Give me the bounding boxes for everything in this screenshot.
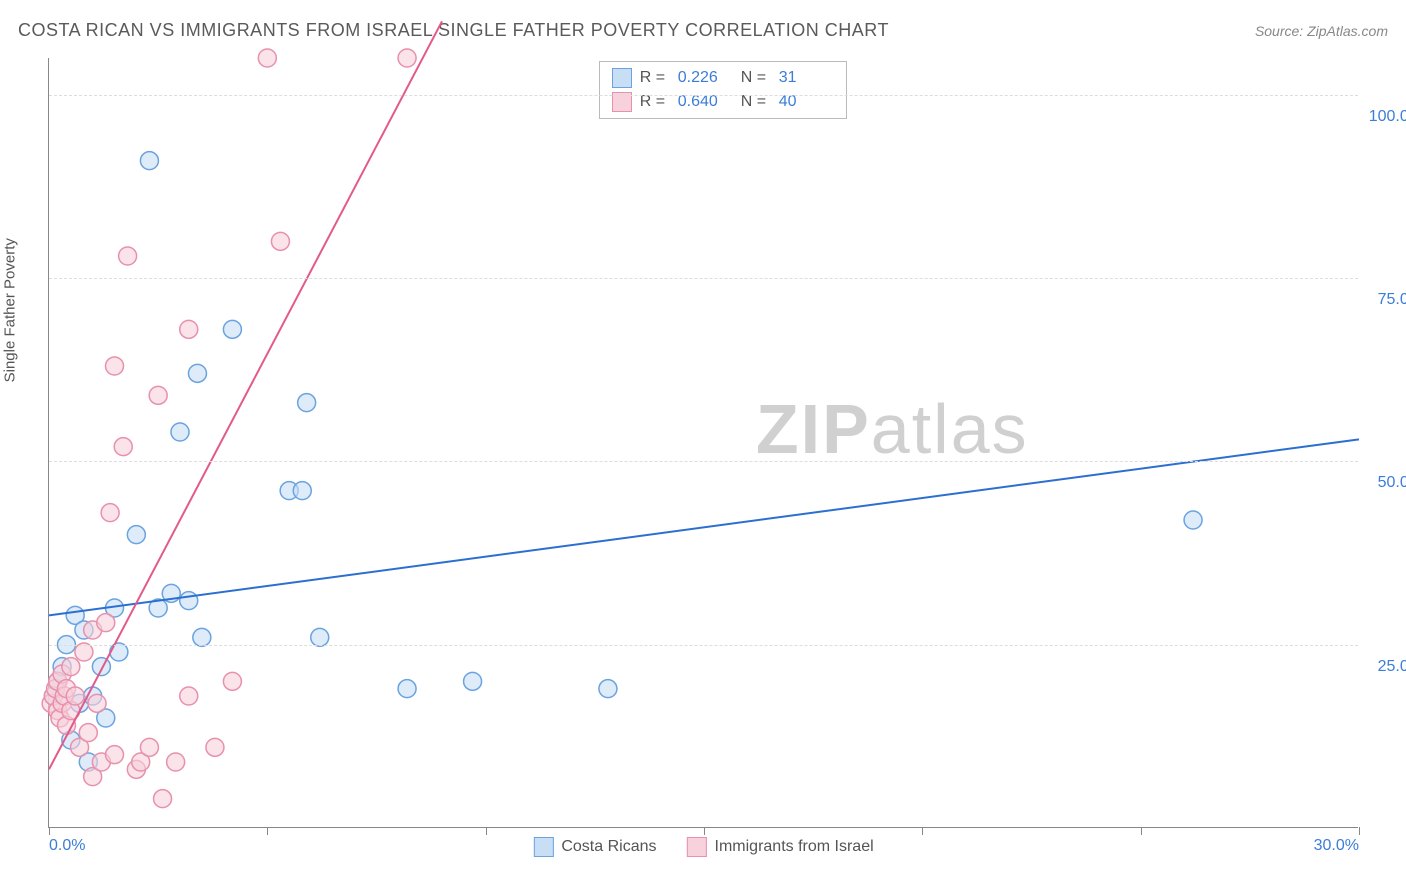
data-point bbox=[398, 680, 416, 698]
data-point bbox=[167, 753, 185, 771]
data-point bbox=[114, 438, 132, 456]
data-point bbox=[311, 628, 329, 646]
legend-label: Immigrants from Israel bbox=[715, 838, 874, 856]
data-point bbox=[106, 357, 124, 375]
chart-header: COSTA RICAN VS IMMIGRANTS FROM ISRAEL SI… bbox=[18, 20, 1388, 41]
data-point bbox=[193, 628, 211, 646]
data-point bbox=[258, 49, 276, 67]
data-point bbox=[180, 592, 198, 610]
x-tick bbox=[486, 827, 487, 835]
data-point bbox=[180, 687, 198, 705]
gridline bbox=[49, 461, 1358, 462]
y-tick-label: 25.0% bbox=[1378, 658, 1406, 676]
data-point bbox=[154, 790, 172, 808]
data-point bbox=[298, 394, 316, 412]
chart-title: COSTA RICAN VS IMMIGRANTS FROM ISRAEL SI… bbox=[18, 20, 889, 41]
data-point bbox=[79, 724, 97, 742]
data-point bbox=[92, 658, 110, 676]
data-point bbox=[206, 738, 224, 756]
data-point bbox=[1184, 511, 1202, 529]
legend-item: Immigrants from Israel bbox=[687, 837, 874, 857]
stat-r-value: 0.640 bbox=[678, 93, 733, 111]
y-tick-label: 100.0% bbox=[1369, 108, 1406, 126]
legend-label: Costa Ricans bbox=[561, 838, 656, 856]
data-point bbox=[97, 614, 115, 632]
stat-n-value: 31 bbox=[779, 69, 834, 87]
x-tick bbox=[267, 827, 268, 835]
legend-swatch bbox=[612, 68, 632, 88]
x-tick bbox=[1359, 827, 1360, 835]
stat-n-label: N = bbox=[741, 69, 771, 87]
legend-stats: R = 0.226 N = 31 R = 0.640 N = 40 bbox=[599, 61, 847, 119]
gridline bbox=[49, 645, 1358, 646]
legend-swatch bbox=[533, 837, 553, 857]
data-point bbox=[62, 658, 80, 676]
data-point bbox=[293, 482, 311, 500]
x-tick-label-min: 0.0% bbox=[49, 837, 85, 855]
data-point bbox=[149, 386, 167, 404]
chart-source: Source: ZipAtlas.com bbox=[1255, 23, 1388, 39]
legend-series: Costa Ricans Immigrants from Israel bbox=[533, 837, 873, 857]
data-point bbox=[127, 526, 145, 544]
chart-plot-area: ZIPatlas R =0.226N =31R =0.640N =40 Cost… bbox=[48, 58, 1358, 828]
x-tick bbox=[49, 827, 50, 835]
data-point bbox=[171, 423, 189, 441]
data-point bbox=[66, 687, 84, 705]
data-point bbox=[140, 738, 158, 756]
data-point bbox=[119, 247, 137, 265]
data-point bbox=[398, 49, 416, 67]
stat-r-label: R = bbox=[640, 69, 670, 87]
data-point bbox=[180, 320, 198, 338]
data-point bbox=[75, 643, 93, 661]
stat-n-label: N = bbox=[741, 93, 771, 111]
y-tick-label: 50.0% bbox=[1378, 474, 1406, 492]
x-tick bbox=[1141, 827, 1142, 835]
legend-stat-row: R = 0.640 N = 40 bbox=[612, 90, 834, 114]
legend-item: Costa Ricans bbox=[533, 837, 656, 857]
data-point bbox=[271, 232, 289, 250]
data-point bbox=[223, 320, 241, 338]
stat-r-value: 0.226 bbox=[678, 69, 733, 87]
chart-svg bbox=[49, 58, 1358, 827]
trend-line bbox=[49, 439, 1359, 615]
data-point bbox=[464, 672, 482, 690]
data-point bbox=[188, 364, 206, 382]
data-point bbox=[88, 694, 106, 712]
data-point bbox=[110, 643, 128, 661]
y-axis-label: Single Father Poverty bbox=[2, 238, 19, 382]
data-point bbox=[599, 680, 617, 698]
data-point bbox=[106, 746, 124, 764]
data-point bbox=[101, 504, 119, 522]
stat-r-label: R = bbox=[640, 93, 670, 111]
legend-stat-row: R = 0.226 N = 31 bbox=[612, 66, 834, 90]
legend-swatch bbox=[687, 837, 707, 857]
gridline bbox=[49, 95, 1358, 96]
x-tick bbox=[704, 827, 705, 835]
x-tick bbox=[922, 827, 923, 835]
trend-line bbox=[49, 21, 442, 769]
gridline bbox=[49, 278, 1358, 279]
x-tick-label-max: 30.0% bbox=[1314, 837, 1359, 855]
data-point bbox=[223, 672, 241, 690]
stat-n-value: 40 bbox=[779, 93, 834, 111]
y-tick-label: 75.0% bbox=[1378, 291, 1406, 309]
data-point bbox=[140, 152, 158, 170]
